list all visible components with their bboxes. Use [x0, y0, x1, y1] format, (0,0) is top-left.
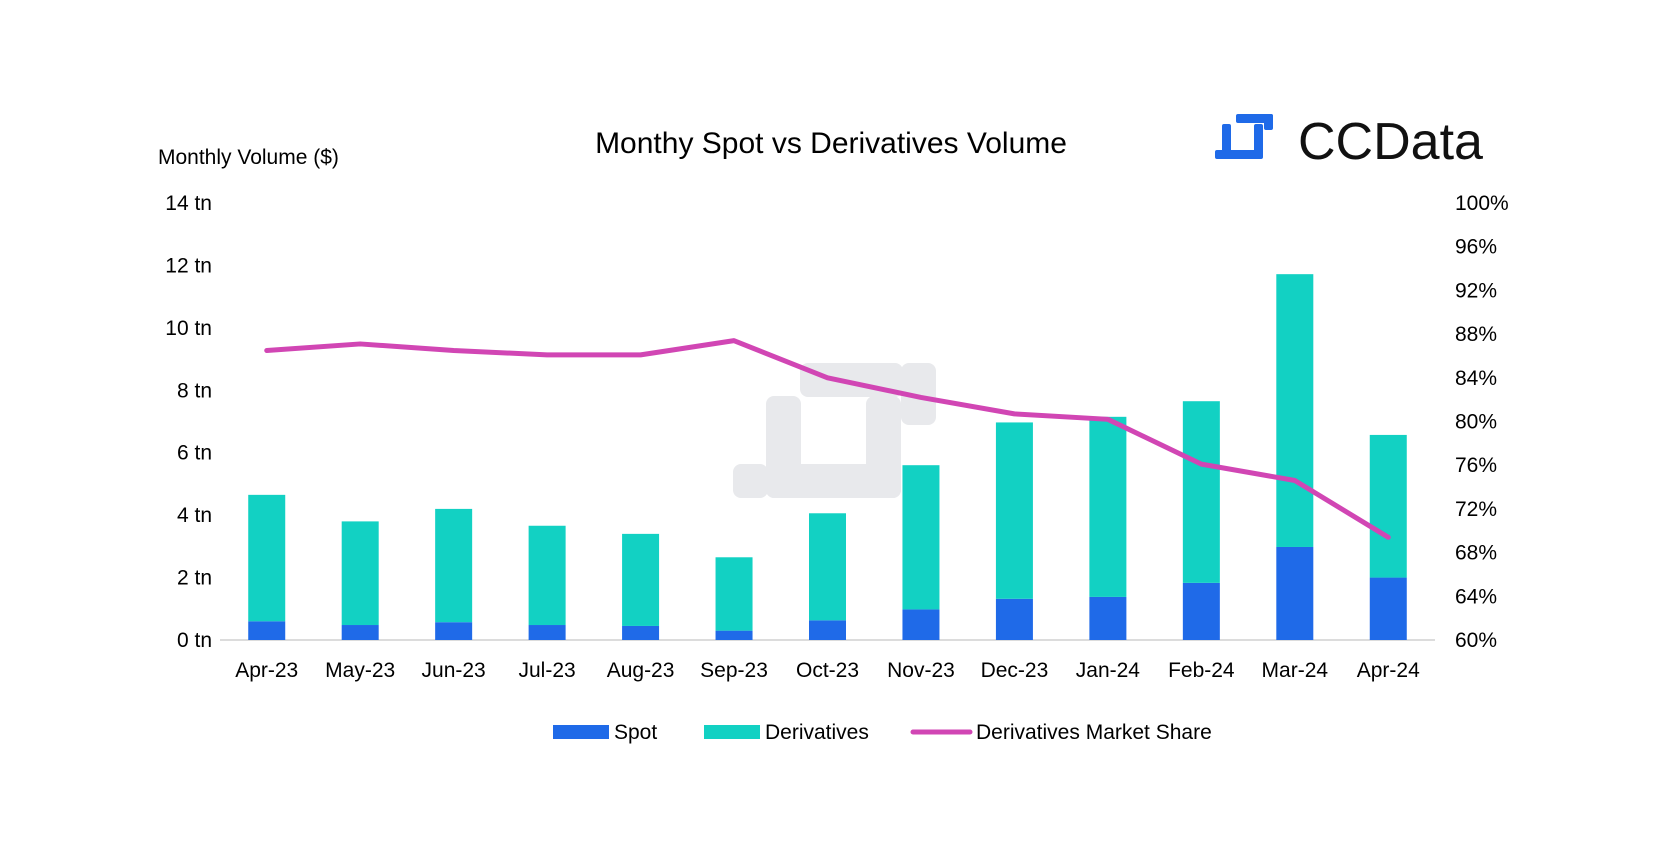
bar-spot	[622, 626, 659, 640]
y2-tick-label: 80%	[1455, 411, 1497, 434]
bar-derivatives	[622, 534, 659, 626]
x-tick-label: Jun-23	[422, 659, 486, 682]
x-tick-label: Nov-23	[887, 659, 955, 682]
bar-spot	[342, 625, 379, 640]
bar-derivatives	[1183, 401, 1220, 583]
y-tick-label: 12 tn	[165, 254, 212, 277]
legend-swatch	[704, 725, 760, 739]
bar-derivatives	[1276, 274, 1313, 547]
y-tick-label: 6 tn	[177, 442, 212, 465]
x-tick-label: Sep-23	[700, 659, 768, 682]
chart-title: Monthy Spot vs Derivatives Volume	[595, 127, 1067, 160]
y-tick-label: 4 tn	[177, 504, 212, 527]
bar-spot	[435, 622, 472, 640]
legend-label: Spot	[614, 721, 657, 744]
bar-derivatives	[716, 557, 753, 630]
bar-spot	[1089, 597, 1126, 640]
y2-tick-label: 64%	[1455, 585, 1497, 608]
x-tick-label: Oct-23	[796, 659, 859, 682]
y-tick-label: 10 tn	[165, 317, 212, 340]
bar-spot	[716, 631, 753, 640]
y2-tick-label: 84%	[1455, 367, 1497, 390]
legend-item: Spot	[553, 721, 657, 744]
bar-spot	[902, 609, 939, 640]
y-tick-label: 14 tn	[165, 192, 212, 215]
legend-label: Derivatives	[765, 721, 869, 744]
y2-tick-label: 68%	[1455, 542, 1497, 565]
bar-spot	[996, 599, 1033, 640]
y2-tick-label: 76%	[1455, 454, 1497, 477]
bar-derivatives	[248, 495, 285, 621]
bar-derivatives	[1089, 417, 1126, 597]
bar-derivatives	[529, 526, 566, 625]
bar-derivatives	[996, 422, 1033, 598]
y-tick-label: 0 tn	[177, 629, 212, 652]
bar-spot	[248, 621, 285, 640]
x-tick-label: Apr-24	[1357, 659, 1420, 682]
y-axis-label: Monthly Volume ($)	[158, 146, 339, 169]
y2-tick-label: 92%	[1455, 279, 1497, 302]
y2-tick-label: 88%	[1455, 323, 1497, 346]
x-tick-label: Dec-23	[981, 659, 1049, 682]
y-tick-label: 8 tn	[177, 379, 212, 402]
bar-derivatives	[902, 465, 939, 609]
brand-name: CCData	[1298, 113, 1483, 171]
y2-tick-label: 96%	[1455, 236, 1497, 259]
x-tick-label: Jan-24	[1076, 659, 1141, 682]
legend-item: Derivatives	[704, 721, 869, 744]
x-tick-label: May-23	[325, 659, 395, 682]
legend-label: Derivatives Market Share	[976, 721, 1212, 744]
bar-spot	[1183, 583, 1220, 640]
y2-tick-label: 100%	[1455, 192, 1509, 215]
x-tick-label: Feb-24	[1168, 659, 1235, 682]
legend-item: Derivatives Market Share	[913, 721, 1212, 744]
bar-derivatives	[1370, 435, 1407, 578]
x-tick-label: Mar-24	[1262, 659, 1329, 682]
x-tick-label: Apr-23	[235, 659, 298, 682]
bar-spot	[1276, 547, 1313, 640]
x-tick-label: Aug-23	[607, 659, 675, 682]
y-tick-label: 2 tn	[177, 567, 212, 590]
bar-spot	[809, 620, 846, 640]
bar-derivatives	[809, 513, 846, 620]
ccdata-logo: CCData	[1215, 113, 1483, 171]
bar-spot	[529, 625, 566, 640]
legend-swatch	[553, 725, 609, 739]
x-tick-label: Jul-23	[519, 659, 576, 682]
y2-tick-label: 60%	[1455, 629, 1497, 652]
ccdata-logo-icon	[1215, 114, 1273, 159]
bar-spot	[1370, 578, 1407, 640]
bar-derivatives	[342, 521, 379, 625]
bar-derivatives	[435, 509, 472, 622]
y2-tick-label: 72%	[1455, 498, 1497, 521]
